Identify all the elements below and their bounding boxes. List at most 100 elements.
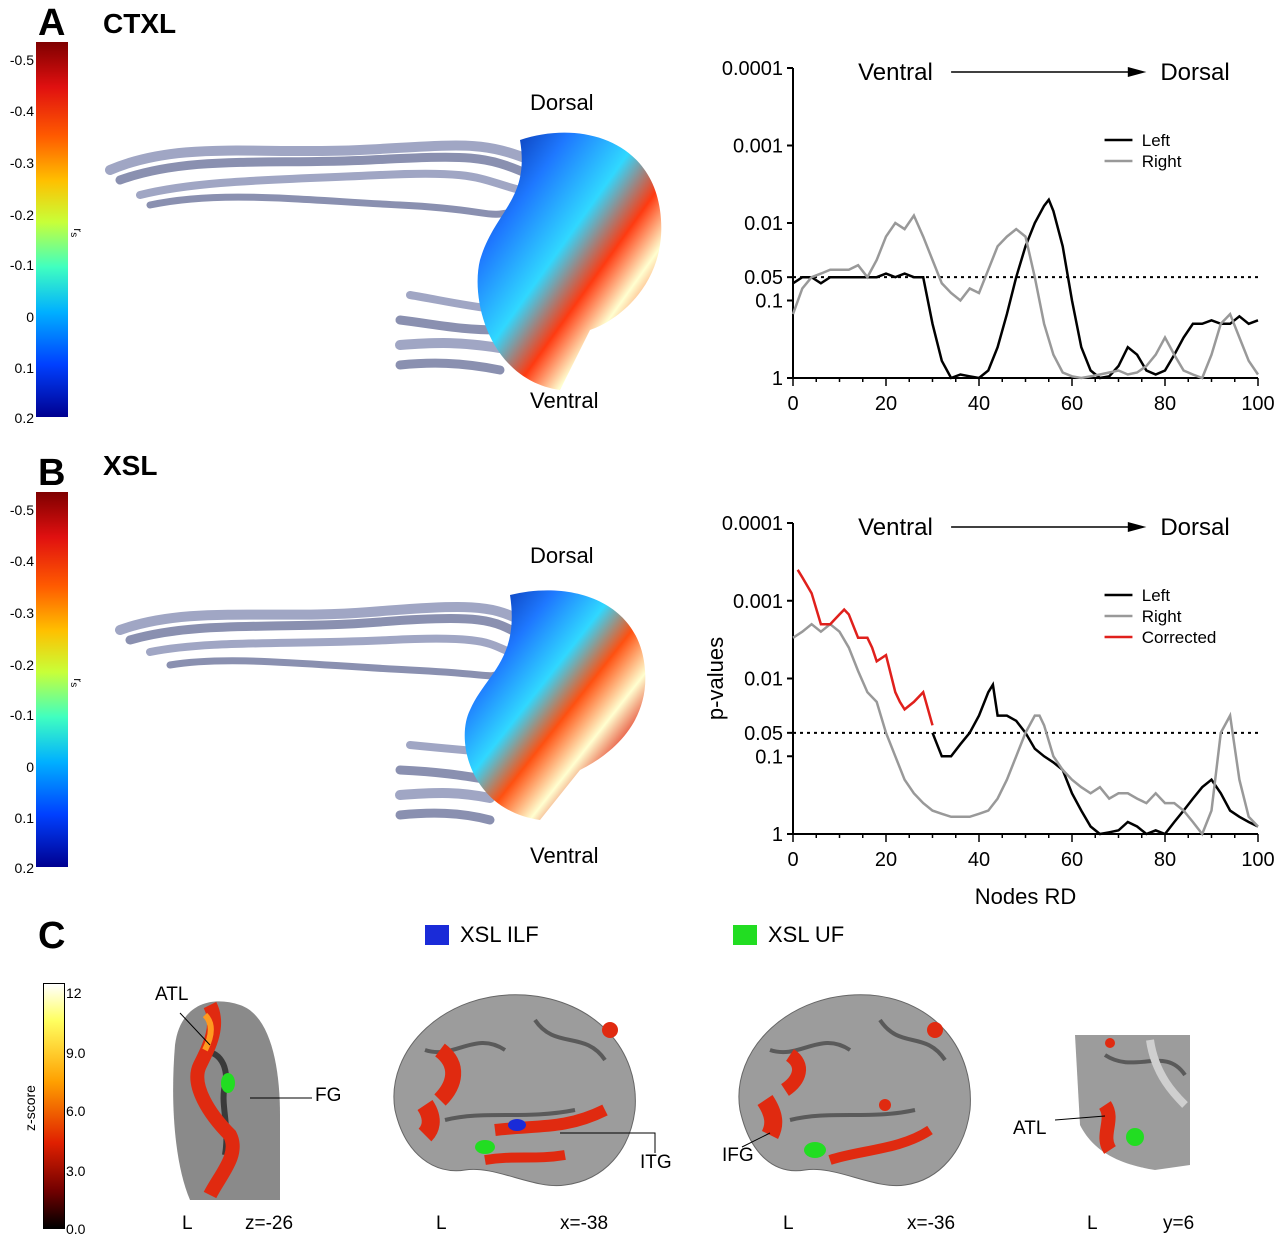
colorbar-tick: 0.1 <box>14 810 34 826</box>
annotation-arrow-head <box>1127 67 1147 77</box>
x-tick-label: 0 <box>787 393 798 415</box>
chart-b: 0.0001 0.001 0.01 0.050.1 10 20 40 60 80 100 Ventr… <box>703 513 1275 909</box>
colorbar-c <box>43 983 65 1229</box>
x-tick-label: 60 <box>1061 393 1083 415</box>
colorbar-c-label: z-score <box>22 1085 38 1131</box>
brain-orient: L <box>182 1213 193 1234</box>
dorsal-label-b: Dorsal <box>530 543 594 568</box>
brain-slice-coronal <box>1075 1035 1190 1170</box>
x-tick-label: 100 <box>1241 849 1274 871</box>
legend-label: Corrected <box>1142 628 1217 647</box>
tract-tube-b <box>464 590 646 820</box>
series-line-right <box>791 212 1260 380</box>
colorbar-tick: 0.2 <box>14 860 34 876</box>
colorbar-a-symbol: rs <box>67 228 86 238</box>
y-tick-label: 0.1 <box>755 746 783 768</box>
panel-letter-a: A <box>38 2 66 44</box>
colorbar-tick: -0.5 <box>9 52 34 68</box>
brain-coord: y=6 <box>1163 1213 1195 1234</box>
colorbar-tick: 9.0 <box>66 1045 86 1061</box>
series-line-left <box>792 197 1259 380</box>
panel-title-b: XSL <box>103 450 158 481</box>
brain-slice-axial <box>170 985 285 1200</box>
series-line-left <box>931 681 1259 836</box>
legend-ilf-label: XSL ILF <box>460 922 539 947</box>
y-tick-label: 0.05 <box>744 723 783 745</box>
brain-label: ATL <box>155 984 189 1005</box>
legend-label: Right <box>1142 152 1182 171</box>
y-tick-label: 1 <box>772 824 783 846</box>
brain-label: ITG <box>640 1152 672 1173</box>
tract-rendering-a <box>105 132 662 390</box>
colorbar-a <box>36 42 68 417</box>
x-tick-label: 20 <box>875 849 897 871</box>
tract-tube-a <box>477 132 662 390</box>
x-tick-label: 40 <box>968 849 990 871</box>
x-tick-label: 0 <box>787 849 798 871</box>
y-tick-label: 0.05 <box>744 267 783 289</box>
legend-uf-label: XSL UF <box>768 922 845 947</box>
annotation-ventral: Ventral <box>858 59 933 86</box>
x-axis-label: Nodes RD <box>975 884 1076 909</box>
colorbar-tick: 0 <box>26 309 34 325</box>
colorbar-tick: -0.3 <box>9 605 34 621</box>
brain-coord: x=-36 <box>907 1213 956 1234</box>
legend-uf-swatch <box>733 925 757 945</box>
annotation-dorsal: Dorsal <box>1160 514 1229 541</box>
brain-label: ATL <box>1013 1118 1047 1139</box>
colorbar-tick: 0.2 <box>14 410 34 426</box>
x-tick-label: 100 <box>1241 393 1274 415</box>
brain-coord: x=-38 <box>560 1213 609 1234</box>
colorbar-tick: -0.1 <box>9 707 34 723</box>
brain-slice-sagittal-1 <box>393 994 636 1187</box>
colorbar-tick: -0.4 <box>9 553 34 569</box>
ventral-label-b: Ventral <box>530 843 599 868</box>
annotation-dorsal: Dorsal <box>1160 59 1229 86</box>
colorbar-tick: 0.1 <box>14 360 34 376</box>
colorbar-tick: -0.3 <box>9 155 34 171</box>
panel-title-a: CTXL <box>103 8 177 39</box>
tract-fibers <box>115 602 525 825</box>
ventral-label-a: Ventral <box>530 388 599 413</box>
colorbar-tick: -0.5 <box>9 502 34 518</box>
series-line-corrected <box>796 569 934 726</box>
dorsal-label-a: Dorsal <box>530 90 594 115</box>
brain-orient: L <box>783 1213 794 1234</box>
annotation-arrow-head <box>1127 522 1147 532</box>
y-tick-label: 0.01 <box>744 213 783 235</box>
brain-coord: z=-26 <box>245 1213 294 1234</box>
colorbar-tick: 12 <box>66 985 82 1001</box>
y-tick-label: 0.001 <box>733 591 783 613</box>
x-tick-label: 80 <box>1154 849 1176 871</box>
y-tick-label: 0.01 <box>744 669 783 691</box>
chart-a: 0.0001 0.001 0.01 0.050.1 10 20 40 60 80 100 Ventr… <box>722 58 1275 415</box>
colorbar-b <box>36 492 68 867</box>
colorbar-b-symbol: rs <box>67 678 86 688</box>
colorbar-tick: -0.2 <box>9 207 34 223</box>
series-line-right <box>792 622 1259 837</box>
brain-slice-sagittal-2 <box>738 994 971 1187</box>
brain-label: FG <box>315 1085 342 1106</box>
x-tick-label: 80 <box>1154 393 1176 415</box>
colorbar-tick: 6.0 <box>66 1103 86 1119</box>
x-tick-label: 40 <box>968 393 990 415</box>
colorbar-tick: 0.0 <box>66 1221 86 1237</box>
y-tick-label: 0.1 <box>755 291 783 313</box>
legend-ilf-swatch <box>425 925 449 945</box>
legend-label: Left <box>1142 586 1171 605</box>
y-tick-label: 0.0001 <box>722 58 783 80</box>
panel-letter-b: B <box>38 452 66 494</box>
y-tick-label: 0.0001 <box>722 513 783 535</box>
x-tick-label: 60 <box>1061 849 1083 871</box>
y-axis-label: p-values <box>703 637 728 720</box>
panel-letter-c: C <box>38 915 66 957</box>
tract-fibers <box>105 140 535 375</box>
brain-orient: L <box>436 1213 447 1234</box>
annotation-ventral: Ventral <box>858 514 933 541</box>
colorbar-tick: 3.0 <box>66 1163 86 1179</box>
y-tick-label: 1 <box>772 368 783 390</box>
legend-label: Right <box>1142 607 1182 626</box>
colorbar-tick: 0 <box>26 759 34 775</box>
brain-orient: L <box>1087 1213 1098 1234</box>
brain-leader-lines <box>741 1132 771 1148</box>
